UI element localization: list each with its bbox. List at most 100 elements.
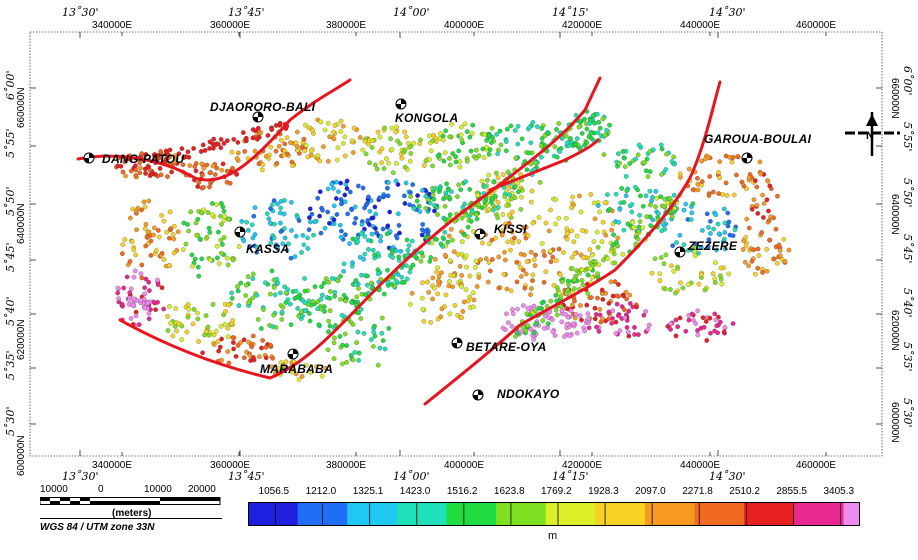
elevation-point — [299, 250, 304, 255]
elevation-point — [522, 285, 528, 291]
elevation-point — [143, 243, 149, 249]
elevation-point — [462, 201, 468, 207]
elevation-point — [777, 253, 783, 259]
legend-swatch — [429, 502, 448, 526]
elevation-point — [316, 322, 322, 328]
elevation-point — [717, 159, 723, 164]
elevation-point — [307, 215, 312, 220]
elevation-point — [268, 240, 274, 246]
elevation-point — [354, 340, 359, 345]
elevation-point — [252, 205, 258, 210]
elevation-point — [390, 170, 396, 176]
elevation-point — [474, 216, 480, 222]
elevation-point — [476, 202, 481, 207]
elevation-point — [179, 146, 185, 151]
elevation-point — [442, 229, 448, 235]
elevation-point — [664, 151, 669, 157]
elevation-point — [327, 134, 333, 140]
elevation-point — [712, 311, 718, 317]
elevation-point — [188, 209, 194, 215]
elevation-point — [620, 149, 626, 154]
elevation-point — [541, 249, 546, 254]
elevation-point — [510, 307, 515, 312]
elevation-point — [136, 322, 142, 328]
elevation-point — [572, 298, 577, 304]
elevation-point — [326, 318, 332, 324]
elevation-point — [219, 167, 225, 173]
elevation-point — [284, 135, 290, 141]
elevation-point — [399, 274, 405, 280]
elevation-point — [399, 155, 405, 161]
elevation-point — [607, 206, 613, 212]
elevation-point — [119, 301, 125, 307]
elevation-point — [120, 169, 126, 175]
elevation-point — [624, 325, 630, 330]
legend-swatch — [529, 502, 547, 526]
elevation-point — [515, 306, 520, 312]
elevation-point — [703, 156, 708, 162]
elevation-point — [478, 257, 483, 262]
elevation-point — [553, 258, 559, 263]
elevation-point — [208, 257, 213, 263]
elevation-point — [249, 222, 255, 228]
elevation-point — [387, 209, 393, 215]
elevation-point — [602, 132, 608, 138]
elevation-point — [430, 275, 436, 281]
elevation-point — [620, 252, 626, 257]
elevation-point — [592, 259, 598, 264]
elevation-point — [343, 232, 348, 238]
elevation-point — [231, 340, 236, 345]
elevation-point — [659, 146, 665, 152]
elevation-point — [278, 220, 283, 226]
elevation-point — [553, 292, 559, 298]
elevation-point — [356, 350, 362, 356]
elevation-point — [504, 311, 509, 317]
legend-swatch — [760, 502, 778, 526]
elevation-point — [462, 121, 468, 127]
elevation-point — [457, 164, 463, 170]
elevation-point — [638, 193, 643, 199]
elevation-point — [570, 321, 576, 327]
elevation-point — [410, 182, 416, 187]
elevation-point — [241, 337, 247, 343]
legend-swatch — [661, 502, 679, 526]
elevation-point — [524, 259, 530, 265]
elevation-point — [192, 256, 198, 262]
elevation-point — [572, 277, 577, 283]
elevation-point — [457, 263, 463, 269]
elevation-point — [629, 209, 635, 215]
elevation-point — [394, 235, 400, 241]
elevation-point — [495, 200, 501, 205]
elevation-point — [592, 216, 598, 222]
elevation-point — [356, 183, 361, 189]
elevation-point — [725, 210, 731, 216]
elevation-point — [674, 240, 679, 245]
elevation-point — [161, 306, 167, 312]
elevation-point — [273, 148, 279, 154]
elevation-point — [573, 312, 579, 317]
elevation-point — [585, 291, 591, 296]
elevation-point — [594, 229, 600, 235]
elevation-point — [712, 276, 717, 282]
elevation-point — [553, 197, 558, 202]
bottom-lon-label: 14˚15' — [552, 470, 589, 483]
elevation-point — [310, 299, 316, 304]
elevation-point — [577, 270, 582, 276]
elevation-point — [243, 293, 249, 298]
elevation-point — [384, 156, 389, 161]
elevation-point — [591, 113, 596, 118]
legend-swatch — [512, 502, 530, 526]
elevation-point — [508, 123, 514, 129]
elevation-point — [142, 285, 148, 291]
elevation-point — [504, 286, 510, 292]
elevation-point — [554, 312, 560, 318]
elevation-point — [250, 135, 256, 141]
elevation-point — [349, 207, 355, 213]
elevation-point — [289, 369, 295, 375]
elevation-point — [216, 348, 222, 354]
elevation-point — [222, 214, 228, 219]
elevation-point — [703, 319, 709, 324]
elevation-point — [308, 152, 314, 158]
elevation-point — [189, 252, 195, 258]
elevation-point — [246, 300, 251, 306]
